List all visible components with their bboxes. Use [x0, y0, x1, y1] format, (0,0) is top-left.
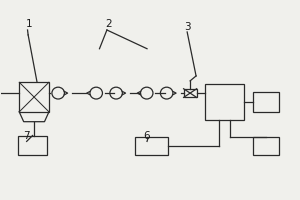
Bar — [205, 84, 244, 120]
Bar — [184, 89, 197, 97]
Bar — [18, 136, 47, 155]
Text: 1: 1 — [26, 19, 33, 29]
Text: 7: 7 — [23, 131, 30, 141]
Text: 2: 2 — [105, 19, 112, 29]
Bar — [19, 82, 49, 112]
Text: 3: 3 — [184, 22, 190, 32]
Bar — [135, 137, 168, 155]
Text: 6: 6 — [144, 131, 150, 141]
Bar — [253, 137, 279, 155]
Bar — [253, 92, 279, 112]
